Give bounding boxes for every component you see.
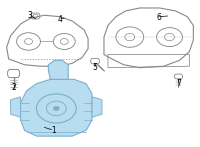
Text: 2: 2 [11,83,16,92]
Text: 6: 6 [156,13,161,22]
Polygon shape [92,97,102,117]
Circle shape [53,106,59,111]
Polygon shape [48,60,68,79]
Text: 1: 1 [51,126,56,135]
Text: 4: 4 [57,15,62,24]
Text: 5: 5 [92,63,97,72]
Text: 3: 3 [28,11,33,20]
Text: 7: 7 [176,79,181,88]
Polygon shape [11,97,21,117]
Polygon shape [21,79,92,136]
